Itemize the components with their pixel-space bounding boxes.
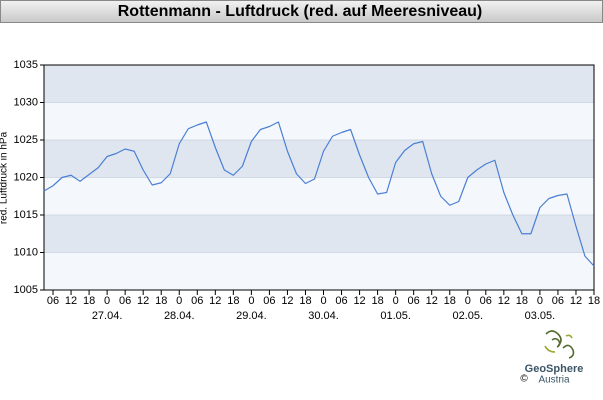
x-tick-label: 12	[209, 295, 221, 307]
y-tick-label: 1035	[14, 59, 38, 71]
x-tick-label: 0	[104, 295, 110, 307]
line	[43, 121, 595, 267]
date-label: 03.05.	[525, 310, 556, 322]
x-tick-label: 18	[299, 295, 311, 307]
x-tick-label: 06	[480, 295, 492, 307]
x-tick-label: 0	[320, 295, 326, 307]
chart-title: Rottenmann - Luftdruck (red. auf Meeresn…	[118, 3, 483, 20]
x-tick-label: 18	[371, 295, 383, 307]
date-label: 01.05.	[380, 310, 411, 322]
band	[44, 65, 594, 103]
x-tick-label: 12	[281, 295, 293, 307]
band	[44, 252, 594, 290]
x-tick-label: 06	[263, 295, 275, 307]
x-tick-label: 0	[176, 295, 182, 307]
x-tick-label: 18	[227, 295, 239, 307]
copyright: ©	[520, 374, 528, 385]
date-label: 29.04.	[236, 310, 267, 322]
date-label: 27.04.	[92, 310, 123, 322]
y-tick-label: 1025	[14, 134, 38, 146]
x-tick-label: 12	[65, 295, 77, 307]
x-tick-label: 0	[393, 295, 399, 307]
date-label: 30.04.	[308, 310, 339, 322]
x-tick-label: 06	[408, 295, 420, 307]
x-tick-label: 0	[248, 295, 254, 307]
x-tick-label: 18	[155, 295, 167, 307]
x-tick-label: 12	[137, 295, 149, 307]
x-tick-label: 18	[444, 295, 456, 307]
x-tick-label: 18	[83, 295, 95, 307]
logo: GeoSphere Austria ©	[520, 330, 584, 386]
y-tick-label: 1015	[14, 209, 38, 221]
x-tick-label: 12	[570, 295, 582, 307]
logo-icon	[544, 330, 575, 359]
y-tick-label: 1020	[14, 171, 38, 183]
x-tick-label: 0	[537, 295, 543, 307]
band	[44, 102, 594, 140]
band	[44, 140, 594, 178]
x-tick-label: 18	[516, 295, 528, 307]
x-tick-label: 12	[426, 295, 438, 307]
x-tick-label: 06	[335, 295, 347, 307]
band	[44, 177, 594, 215]
x-tick-label: 06	[552, 295, 564, 307]
logo-name: GeoSphere	[525, 363, 584, 375]
y-tick-label: 1010	[14, 246, 38, 258]
plot-frame	[43, 64, 595, 291]
x-tick-label: 06	[119, 295, 131, 307]
x-tick-label: 12	[498, 295, 510, 307]
x-tick-label: 06	[47, 295, 59, 307]
x-tick-label: 0	[465, 295, 471, 307]
y-tick-label: 1005	[14, 284, 38, 296]
date-label: 28.04.	[164, 310, 195, 322]
band	[44, 215, 594, 253]
y-axis-label: red. Luftdruck in hPa	[0, 131, 10, 224]
x-tick-label: 12	[353, 295, 365, 307]
date-label: 02.05.	[452, 310, 483, 322]
logo-sub: Austria	[538, 375, 570, 386]
x-tick-label: 18	[588, 295, 600, 307]
x-tick-label: 06	[191, 295, 203, 307]
y-tick-label: 1030	[14, 96, 38, 108]
